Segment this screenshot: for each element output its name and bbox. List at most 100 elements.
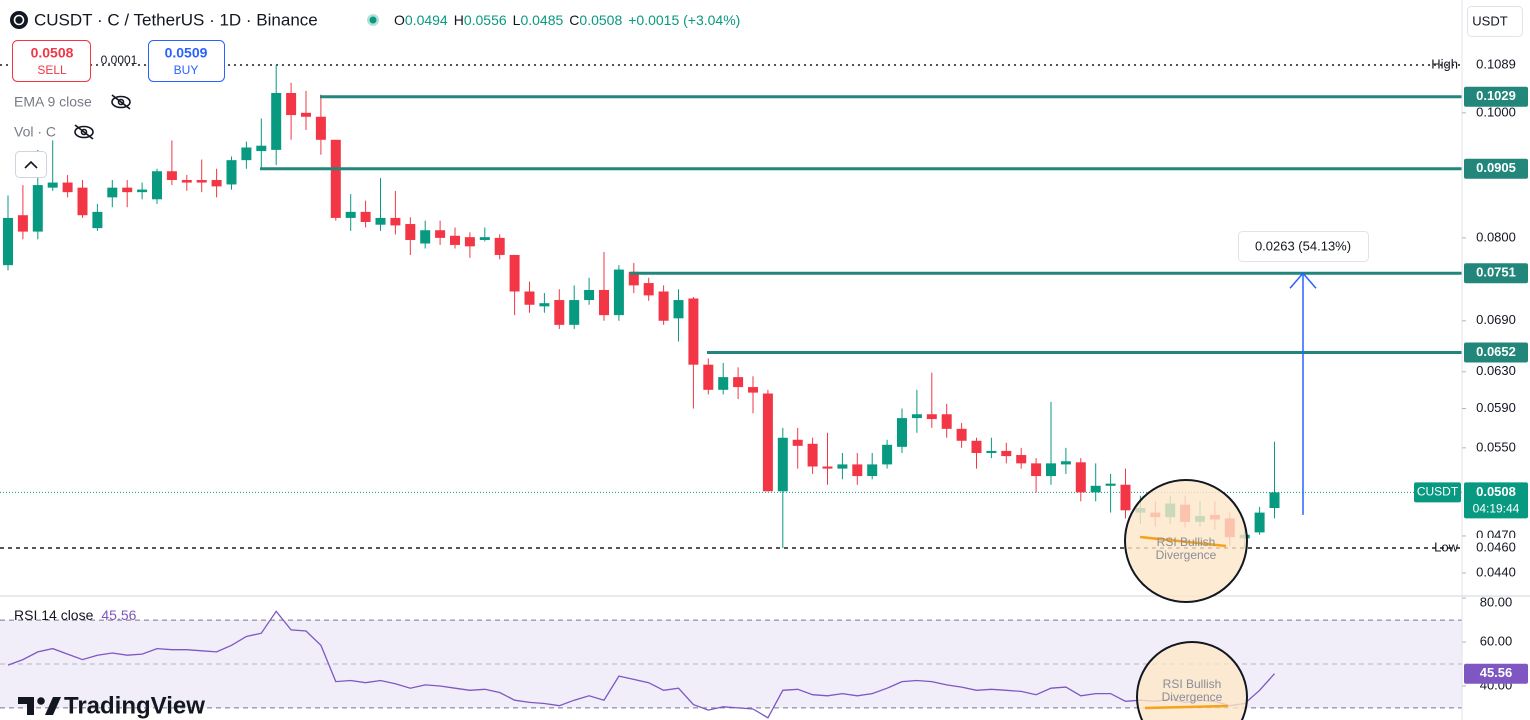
- candle-body: [1105, 483, 1116, 486]
- candle-body: [315, 116, 326, 140]
- candle-body: [807, 443, 818, 467]
- candle-body: [733, 377, 744, 388]
- candle-body: [62, 182, 73, 193]
- change: +0.0015 (+3.04%): [628, 12, 740, 28]
- currency: USDT: [1472, 13, 1507, 28]
- candle-body: [658, 291, 669, 321]
- y-tick-label: 0.0440: [1476, 564, 1516, 579]
- last-price-box: [1464, 482, 1528, 519]
- low-name: Low: [1434, 539, 1458, 554]
- symbol-logo-ring: [13, 14, 25, 26]
- level-box: [1464, 158, 1528, 179]
- buy-button[interactable]: 0.0509 BUY: [148, 40, 225, 82]
- rsi-legend: RSI 14 close 45.56: [14, 607, 137, 623]
- ohlc-letter: O: [394, 12, 405, 28]
- level-label: 0.1029: [1476, 88, 1516, 103]
- rsi-title: RSI 14 close: [14, 607, 94, 623]
- candle-body: [92, 211, 103, 229]
- candle-body: [226, 160, 237, 185]
- candle-body: [420, 230, 431, 244]
- candle-body: [375, 217, 386, 225]
- watermark: TradingView: [18, 692, 205, 719]
- high-label: 0.1089: [1476, 56, 1516, 71]
- level-box: [1464, 86, 1528, 107]
- candle-body: [211, 180, 222, 187]
- candle-body: [554, 300, 565, 325]
- candle-body: [792, 439, 803, 446]
- ohlc-letter: L: [513, 12, 521, 28]
- candle-body: [867, 464, 878, 477]
- countdown: 04:19:44: [1473, 502, 1520, 516]
- rsi-value: 45.56: [101, 607, 136, 623]
- candle-body: [1090, 485, 1101, 493]
- candle-body: [926, 414, 937, 420]
- sell-price: 0.0508: [31, 45, 74, 61]
- candle-body: [256, 145, 267, 152]
- candle-body: [1120, 484, 1131, 511]
- rsi-value-label: 45.56: [1480, 665, 1513, 680]
- hidden-icon[interactable]: [111, 94, 131, 110]
- candle-body: [181, 180, 192, 183]
- ohlc-value: 0.0494: [405, 12, 448, 28]
- currency-button[interactable]: USDT: [1467, 6, 1523, 37]
- candle-body: [32, 185, 43, 232]
- symbol-title[interactable]: CUSDT · C / TetherUS · 1D · Binance: [34, 10, 318, 29]
- candle-body: [47, 182, 58, 188]
- candle-body: [986, 450, 997, 453]
- candle-body: [1016, 455, 1027, 464]
- y-tick-label: 0.1000: [1476, 104, 1516, 119]
- ohlc-value: 0.0508: [579, 12, 622, 28]
- candle-body: [1075, 462, 1086, 493]
- sell-label: SELL: [37, 63, 67, 77]
- candle-body: [673, 300, 684, 319]
- ohlc-letter: H: [454, 12, 464, 28]
- hidden-icon[interactable]: [74, 124, 94, 140]
- candle-body: [479, 237, 490, 240]
- y-tick-label: 0.0690: [1476, 312, 1516, 327]
- candle-body: [1031, 463, 1042, 477]
- candle-body: [852, 464, 863, 477]
- ohlc-value: 0.0485: [520, 12, 563, 28]
- sell-button[interactable]: 0.0508 SELL: [12, 40, 91, 82]
- candle-body: [613, 269, 624, 316]
- candle-body: [464, 237, 475, 247]
- candle-body: [435, 230, 446, 238]
- candle-body: [837, 464, 848, 469]
- candle-body: [718, 377, 729, 390]
- indicator-legend[interactable]: EMA 9 close: [14, 94, 92, 110]
- candle-body: [345, 211, 356, 218]
- indicator-legend[interactable]: Vol · C: [14, 124, 56, 140]
- candle-body: [301, 112, 311, 117]
- candle-body: [777, 437, 788, 492]
- measure-arrowhead: [1289, 272, 1317, 289]
- collapse-button[interactable]: [15, 151, 47, 178]
- candle-body: [584, 289, 595, 301]
- candle-body: [882, 444, 893, 465]
- candle-body: [911, 414, 922, 419]
- candle-body: [643, 283, 654, 296]
- high-box: [1464, 55, 1528, 76]
- candle-body: [628, 271, 639, 286]
- y-tick-label: 0.0550: [1476, 439, 1516, 454]
- candle-body: [122, 187, 133, 193]
- candle-body: [330, 139, 341, 218]
- rsi-divergence-label: RSI Bullish Divergence: [1162, 678, 1223, 704]
- level-label: 0.0751: [1476, 265, 1516, 280]
- divergence-annotation: RSI Bullish Divergence: [1124, 479, 1248, 603]
- buy-price: 0.0509: [165, 45, 208, 61]
- level-box: [1464, 342, 1528, 363]
- candle-body: [450, 235, 460, 245]
- status-dot: [369, 16, 377, 24]
- ohlc-values: O0.0494 H0.0556 L0.0485 C0.0508 +0.0015 (+3.…: [394, 12, 740, 28]
- candle-body: [524, 291, 535, 305]
- spread: 0.0001: [101, 53, 138, 67]
- high-name: High: [1431, 56, 1458, 71]
- y-tick-label: 0.0630: [1476, 363, 1516, 378]
- candle-body: [241, 147, 252, 161]
- candle-body: [137, 189, 148, 193]
- y-tick-label: 60.00: [1480, 633, 1513, 648]
- candle-body: [494, 237, 505, 255]
- candle-body: [599, 289, 609, 316]
